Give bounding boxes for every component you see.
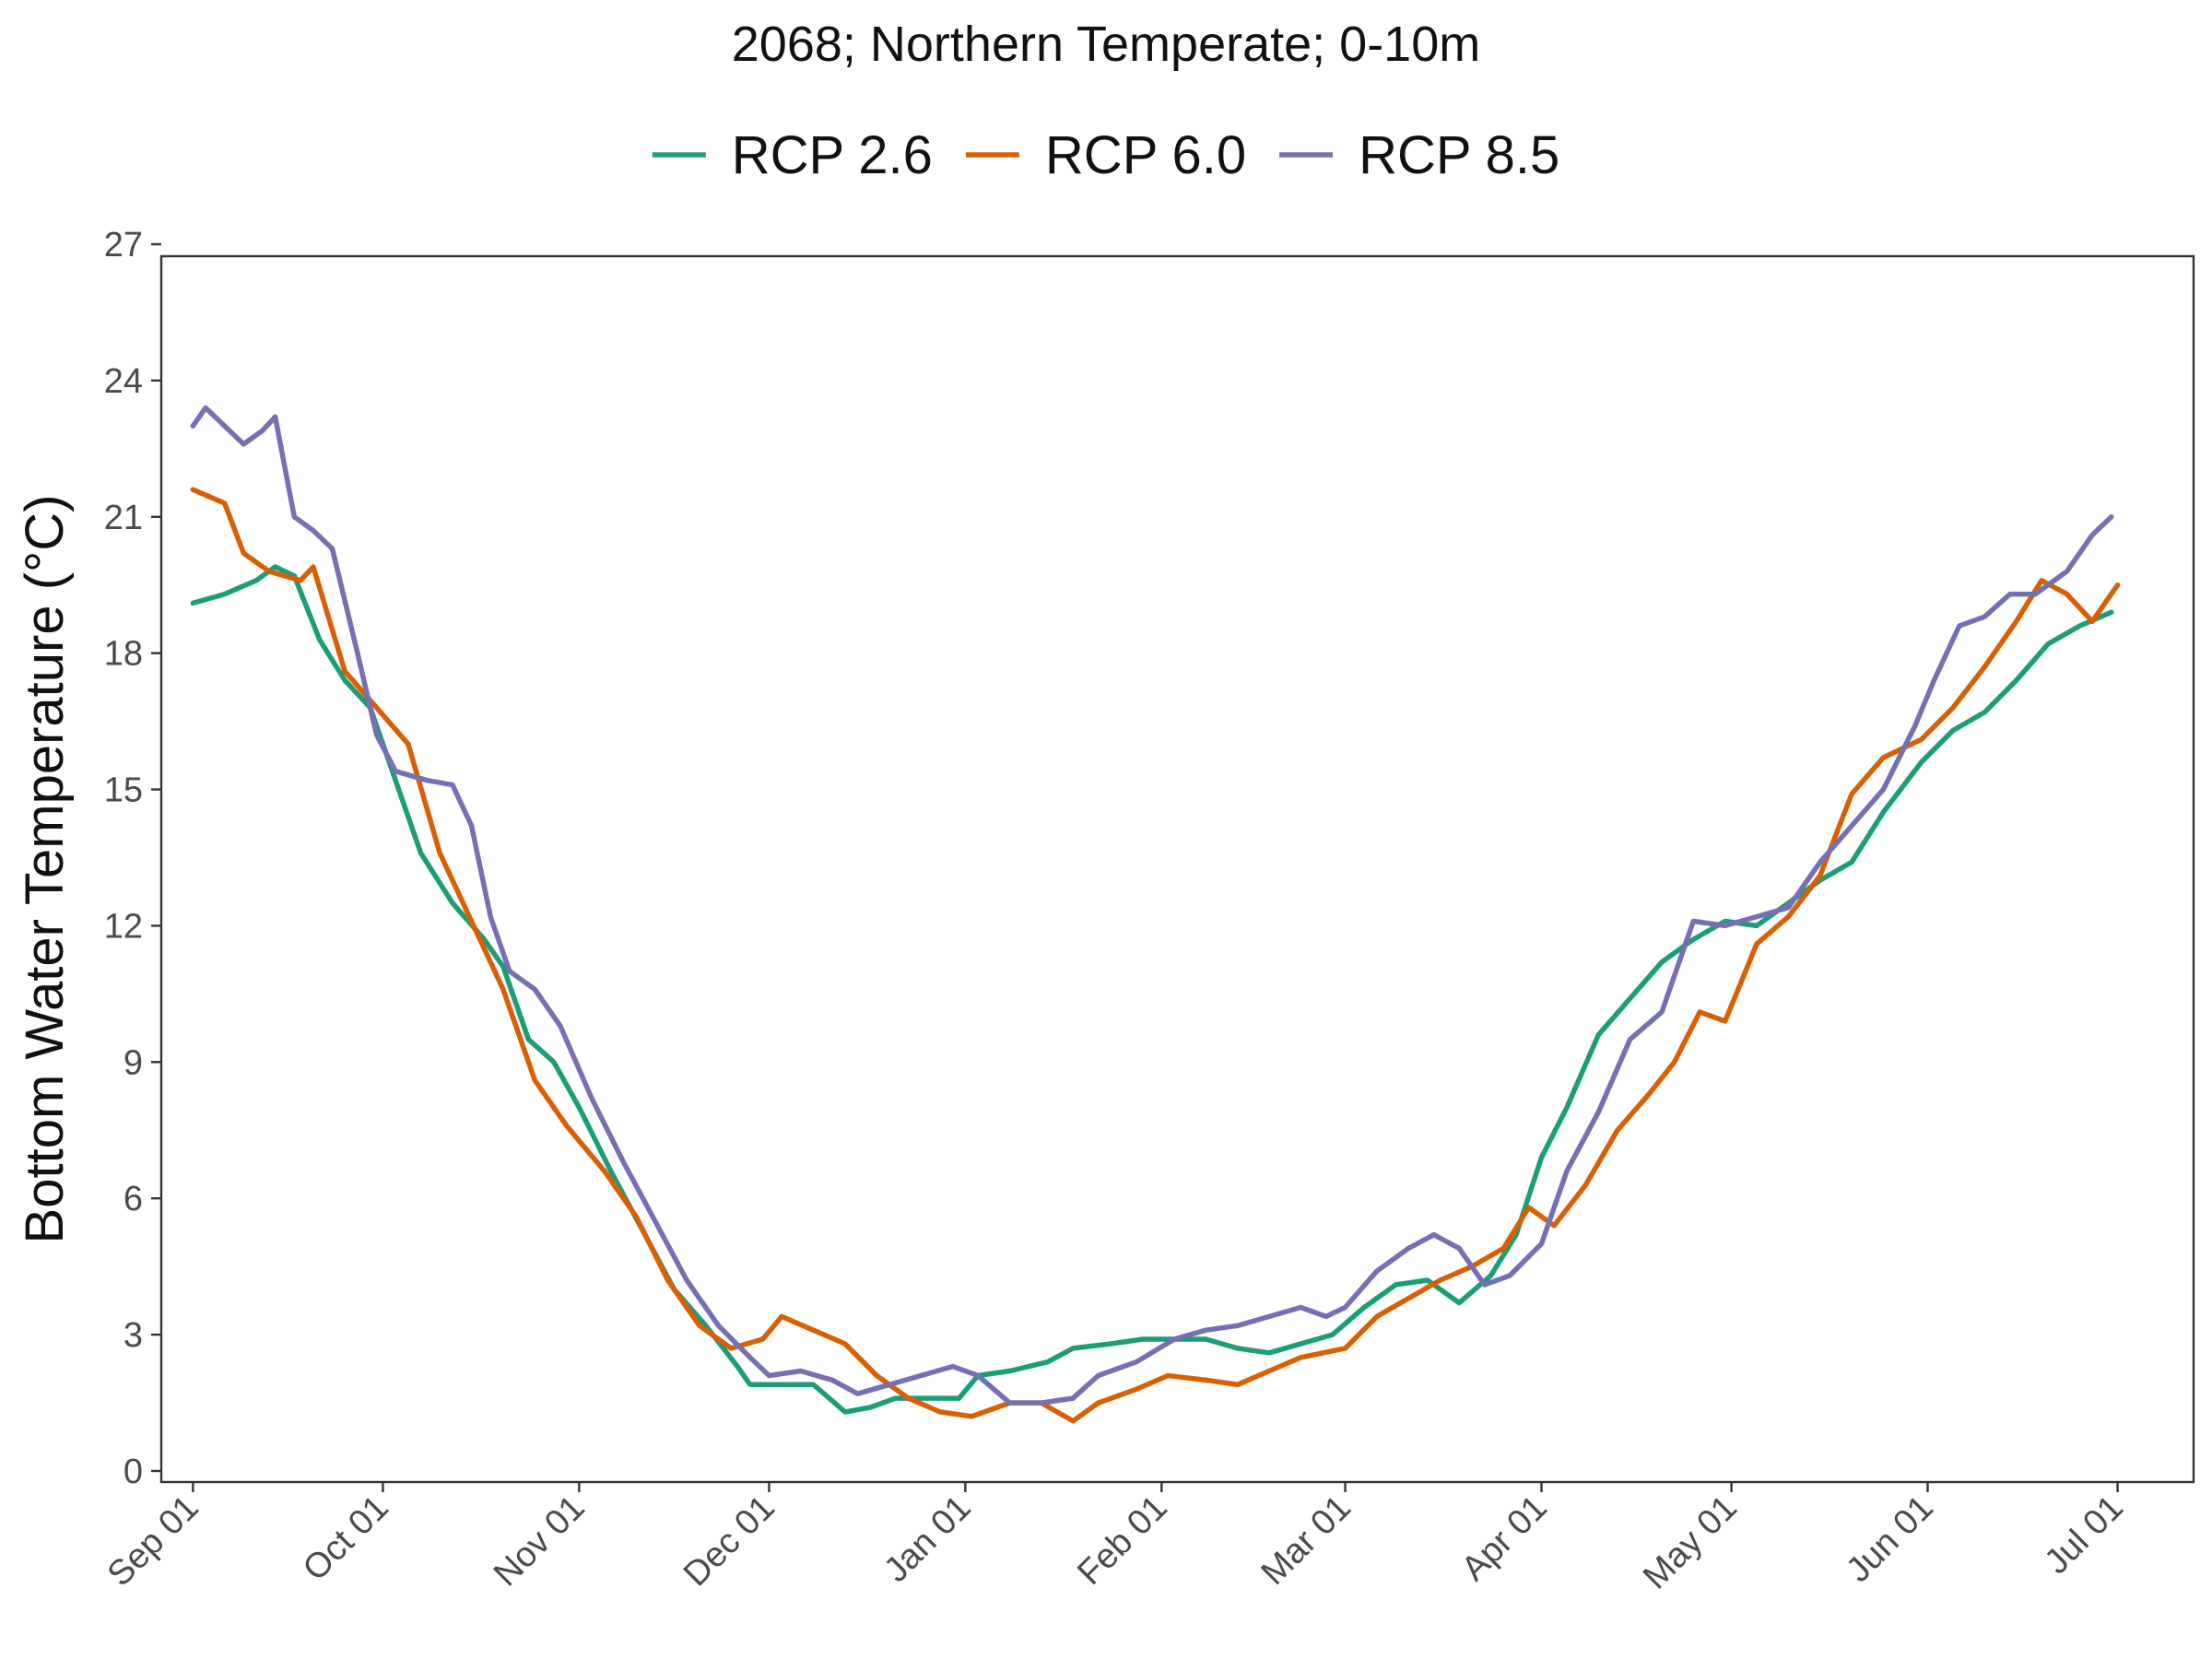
legend-label: RCP 8.5 (1359, 125, 1559, 185)
series-line-rcp-6-0 (190, 487, 2121, 1424)
series-line-rcp-2-6 (190, 564, 2114, 1415)
y-tick-label: 9 (124, 1043, 143, 1082)
x-tick-label: Sep 01 (100, 1488, 206, 1594)
y-tick-label: 6 (124, 1180, 143, 1218)
series-layer (190, 405, 2121, 1424)
chart-title: 2068; Northern Temperate; 0-10m (732, 17, 1480, 72)
y-tick-label: 21 (104, 499, 143, 537)
legend: RCP 2.6 RCP 6.0 RCP 8.5 (652, 125, 1559, 185)
y-tick-label: 12 (104, 907, 143, 946)
plot-panel (159, 254, 2195, 1484)
y-tick-label: 24 (104, 362, 143, 401)
x-tick-label: Dec 01 (677, 1488, 782, 1594)
y-tick-label: 27 (104, 226, 143, 265)
x-tick-label: Feb 01 (1070, 1488, 1174, 1593)
x-tick-label: Jul 01 (2038, 1488, 2131, 1582)
legend-label: RCP 2.6 (732, 125, 933, 185)
y-tick-label: 0 (124, 1453, 143, 1491)
x-tick-label: Oct 01 (296, 1488, 396, 1589)
x-tick-label: May 01 (1636, 1488, 1745, 1597)
y-tick-label: 15 (104, 771, 143, 810)
y-tick-label: 3 (124, 1316, 143, 1355)
y-axis-title: Bottom Water Temperature (°C) (15, 495, 75, 1244)
x-tick-label: Jun 01 (1839, 1488, 1940, 1590)
y-axis: 0 3 6 9 12 15 18 21 24 27 (104, 226, 161, 1491)
y-tick-label: 18 (104, 635, 143, 674)
x-axis: Sep 01 Oct 01 Nov 01 Dec 01 Jan 01 Feb 01 Mar … (100, 1482, 2131, 1596)
x-tick-label: Nov 01 (487, 1488, 593, 1594)
series-line-rcp-8-5 (190, 405, 2114, 1406)
legend-label: RCP 6.0 (1045, 125, 1246, 185)
x-tick-label: Jan 01 (877, 1488, 978, 1590)
x-tick-label: Mar 01 (1254, 1488, 1359, 1593)
x-tick-label: Apr 01 (1454, 1488, 1555, 1589)
